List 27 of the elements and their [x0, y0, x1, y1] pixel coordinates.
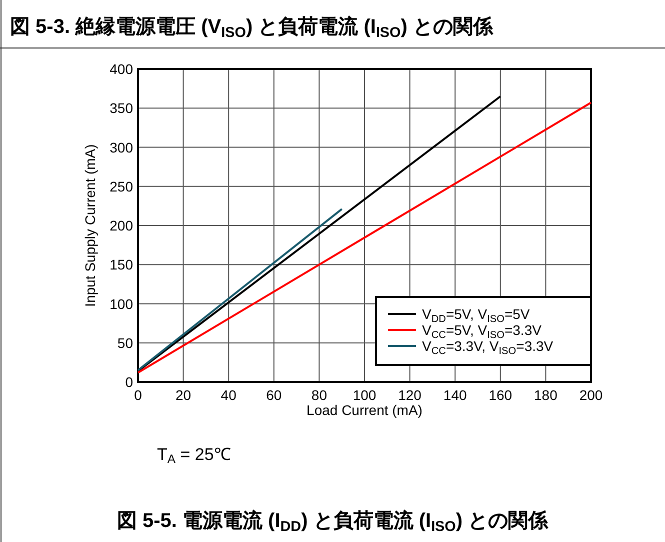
- y-tick-label: 350: [110, 100, 134, 116]
- x-tick-label: 140: [443, 387, 467, 403]
- x-tick-label: 180: [534, 387, 558, 403]
- legend-label: V$_{CC}$=5V, V$_{ISO}$=3.3V: [422, 322, 542, 340]
- x-tick-label: 40: [220, 387, 237, 403]
- x-tick-label: 120: [398, 387, 422, 403]
- x-tick-label: 100: [352, 387, 376, 403]
- legend-label: V$_{CC}$=3.3V, V$_{ISO}$=3.3V: [422, 338, 554, 356]
- y-tick-label: 0: [125, 374, 134, 390]
- x-tick-label: 160: [488, 387, 512, 403]
- x-tick-label: 20: [176, 387, 192, 403]
- legend-label: V$_{DD}$=5V, V$_{ISO}$=5V: [422, 306, 530, 324]
- y-tick-label: 150: [110, 256, 134, 273]
- y-tick-label: 300: [110, 139, 134, 156]
- x-tick-label: 80: [311, 387, 328, 403]
- y-tick-label: 100: [110, 296, 134, 312]
- x-tick-label: 200: [579, 387, 603, 403]
- y-tick-label: 400: [110, 61, 134, 77]
- y-axis-title: Input Supply Current (mA): [82, 144, 98, 307]
- y-tick-label: 50: [117, 334, 134, 351]
- text: T$_{A}$ = 25℃: [157, 445, 231, 466]
- y-tick-label: 200: [110, 218, 134, 234]
- x-axis-title: Load Current (mA): [306, 402, 422, 418]
- x-tick-label: 60: [266, 387, 282, 403]
- text: 図 5-5. 電源電流 (I$_{DD}$) と負荷電流 (I$_{ISO}$) との関係: [116, 509, 550, 534]
- y-tick-label: 250: [110, 178, 134, 194]
- caption: 図 5-3. 絶縁電源電圧 (V$_{ISO}$) と負荷電流 (I$_{ISO}$) との関係: [10, 15, 494, 40]
